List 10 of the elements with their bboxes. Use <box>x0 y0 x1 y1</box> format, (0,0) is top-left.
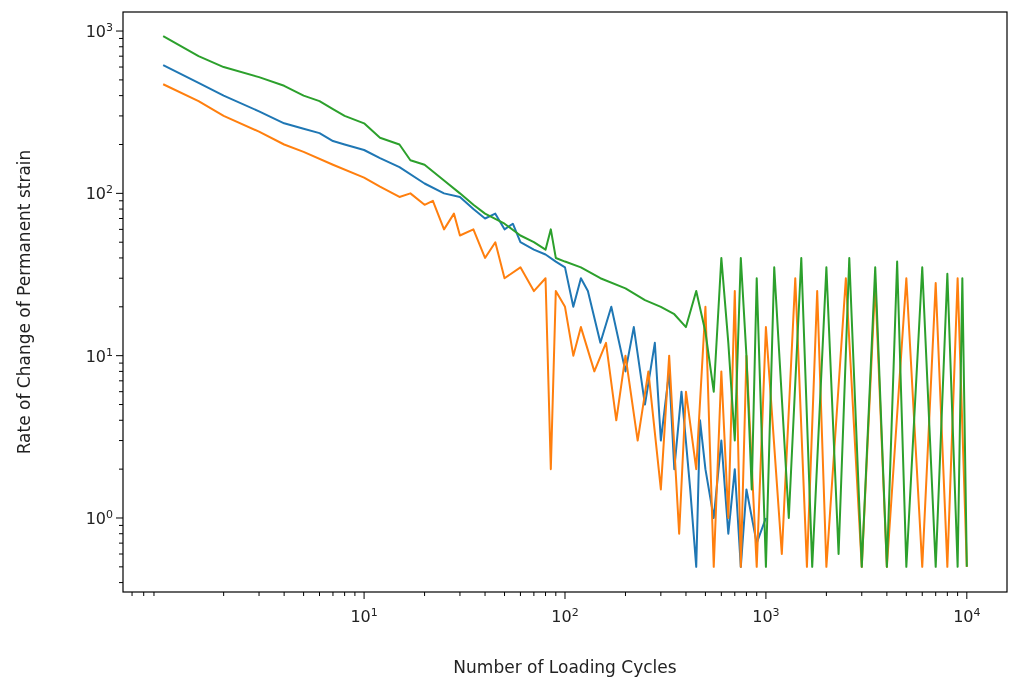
y-tick-label: 10$^{1}$ <box>85 345 113 366</box>
x-axis-title: Number of Loading Cycles <box>453 657 677 677</box>
x-tick-label: 10$^{3}$ <box>752 605 780 626</box>
x-tick-label: 10$^{4}$ <box>953 605 981 626</box>
y-tick-label: 10$^{2}$ <box>85 182 113 204</box>
y-tick-label: 10$^{0}$ <box>85 507 113 528</box>
x-tick-label: 10$^{1}$ <box>350 605 378 626</box>
x-tick-label: 10$^{2}$ <box>551 605 579 626</box>
y-tick-label: 10$^{3}$ <box>85 20 113 42</box>
y-axis-title: Rate of Change of Permanent strain <box>14 149 34 455</box>
